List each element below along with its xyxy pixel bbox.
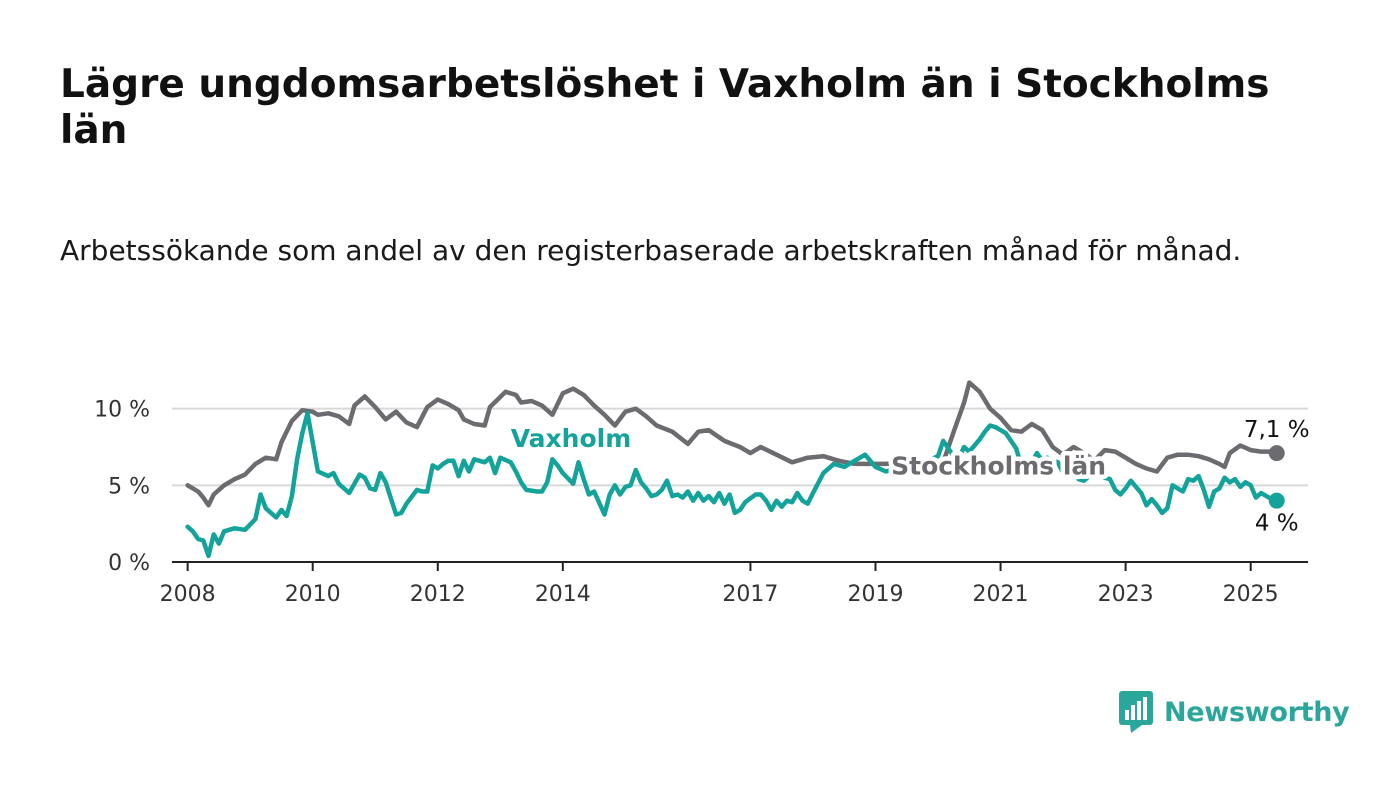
x-tick-label: 2017 (722, 582, 778, 607)
bar-chart-speech-bubble-icon (1119, 691, 1153, 733)
x-tick-label: 2021 (973, 582, 1029, 607)
series-lines (185, 380, 1279, 559)
brand-name: Newsworthy (1164, 696, 1350, 728)
end-point-markers: 7,1 % 4 % (1240, 414, 1313, 541)
x-tick-label: 2025 (1223, 582, 1279, 607)
y-tick-label: 0 % (108, 551, 150, 576)
series-line-stockholms-l-n (185, 380, 1279, 508)
y-tick-label: 5 % (108, 474, 150, 499)
end-value-label: 4 % (1255, 511, 1299, 537)
x-tick-label: 2019 (847, 582, 903, 607)
end-value-label: 7,1 % (1244, 417, 1310, 443)
end-point-marker (1268, 492, 1285, 509)
x-tick-label: 2012 (410, 582, 466, 607)
end-point-marker (1268, 445, 1285, 462)
x-tick-label: 2010 (285, 582, 341, 607)
chart-title: Lägre ungdomsarbetslöshet i Vaxholm än i… (60, 62, 1270, 153)
series-label-vaxholm: Vaxholm (511, 424, 632, 453)
grid-lines (172, 407, 1308, 487)
chart-subtitle: Arbetssökande som andel av den registerb… (60, 234, 1242, 267)
series-label-stockholms-l-n: Stockholms län (891, 452, 1106, 481)
x-tick-label: 2014 (535, 582, 591, 607)
series-line-vaxholm (185, 411, 1279, 559)
y-tick-label: 10 % (94, 398, 150, 423)
inline-series-labels: Vaxholm Stockholms län (506, 420, 1110, 486)
x-tick-label: 2023 (1098, 582, 1154, 607)
x-tick-label: 2008 (160, 582, 216, 607)
newsworthy-logo: Newsworthy (1118, 690, 1350, 734)
x-axis: 2008 2010 2012 2014 2017 2019 2021 2023 2025 (160, 561, 1308, 607)
y-axis-labels: 0 % 5 % 10 % (94, 398, 150, 576)
